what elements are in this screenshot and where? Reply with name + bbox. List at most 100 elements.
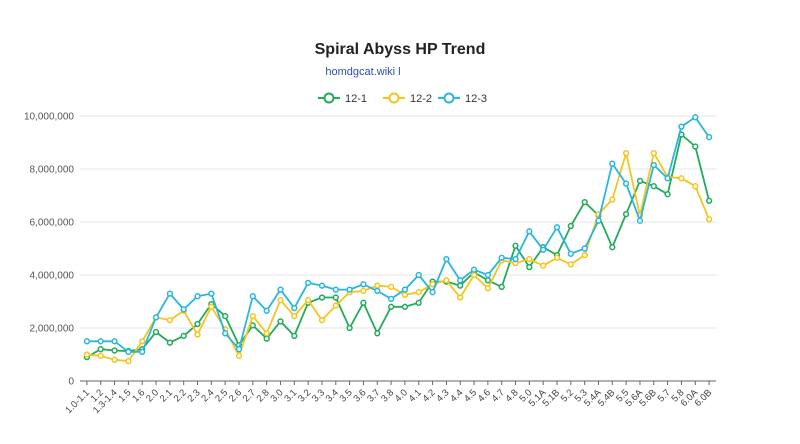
data-point [401, 303, 409, 310]
data-point [470, 266, 478, 273]
data-point [332, 294, 339, 301]
data-point [180, 332, 187, 340]
data-point [291, 304, 298, 312]
data-point [97, 338, 104, 345]
data-point [152, 314, 160, 321]
data-point [263, 307, 270, 314]
data-point [387, 295, 395, 303]
data-point [526, 255, 533, 263]
data-point [443, 277, 450, 284]
legend-marker [323, 92, 335, 104]
legend-item-12-1[interactable]: 12-1 [318, 92, 367, 105]
data-point [166, 339, 174, 346]
data-point [484, 285, 492, 292]
data-point [139, 348, 146, 356]
grid-lines [80, 115, 716, 329]
data-point [194, 331, 201, 338]
data-point [387, 283, 395, 291]
data-point [222, 330, 229, 337]
series-12-2 [83, 149, 713, 365]
data-point [180, 306, 187, 313]
y-tick-label: 0 [68, 377, 74, 388]
data-point [540, 262, 547, 269]
data-point [208, 303, 215, 310]
data-point [346, 324, 353, 332]
data-point [443, 255, 450, 263]
legend-item-12-3[interactable]: 12-3 [438, 92, 487, 105]
data-point [512, 255, 519, 263]
data-point [208, 290, 215, 297]
data-point [291, 332, 298, 340]
data-point [249, 322, 256, 329]
data-point [249, 312, 256, 320]
data-point [332, 286, 339, 293]
data-point [263, 335, 270, 342]
data-point [526, 263, 533, 271]
data-point [429, 289, 436, 296]
data-point [567, 250, 574, 257]
data-point [526, 228, 533, 235]
data-point [166, 316, 174, 324]
data-point [705, 216, 713, 223]
data-point [415, 289, 422, 296]
data-point [650, 149, 657, 157]
data-point [498, 254, 505, 261]
data-point [622, 149, 630, 157]
legend-item-12-2[interactable]: 12-2 [383, 92, 432, 105]
data-point [678, 175, 685, 182]
data-point [222, 312, 229, 320]
data-point [318, 282, 326, 289]
data-point [415, 299, 422, 306]
data-point [249, 293, 256, 300]
chart-title: Spiral Abyss HP Trend [315, 41, 486, 58]
data-point [83, 338, 91, 345]
y-tick-label: 8,000,000 [30, 165, 75, 176]
data-point [318, 316, 326, 324]
data-point [650, 183, 657, 190]
x-tick-label: 1.0-1.1 [63, 387, 92, 416]
y-tick-label: 2,000,000 [30, 324, 75, 335]
y-tick-label: 10,000,000 [24, 112, 74, 123]
data-point [484, 271, 492, 279]
data-point [291, 312, 298, 320]
data-point [609, 244, 616, 251]
data-point [553, 224, 561, 231]
data-point [277, 286, 284, 293]
data-point [194, 320, 201, 328]
data-point [332, 302, 339, 309]
data-point [609, 196, 616, 203]
series-12-3 [83, 114, 713, 356]
data-point [512, 242, 519, 249]
data-point [166, 290, 174, 297]
data-point [692, 114, 699, 121]
data-point [678, 123, 685, 130]
data-point [235, 352, 243, 359]
y-axis: 0 2,000,000 4,000,000 6,000,000 8,000,000 10,… [24, 112, 75, 388]
legend-marker [388, 92, 400, 104]
series-line [86, 152, 710, 363]
legend-label: 12-3 [465, 93, 487, 105]
data-point [567, 261, 574, 268]
data-point [194, 293, 201, 300]
legend-label: 12-1 [345, 93, 367, 105]
data-point [581, 245, 588, 252]
data-point [111, 356, 118, 363]
data-point [498, 283, 505, 291]
data-point [567, 222, 574, 230]
data-point [125, 357, 132, 365]
data-point [374, 330, 381, 337]
data-point [636, 177, 644, 185]
data-point [609, 160, 616, 167]
data-point [705, 134, 713, 141]
data-point [484, 277, 492, 284]
data-point [263, 330, 270, 337]
data-point [304, 297, 312, 304]
data-point [387, 303, 395, 310]
data-point [650, 161, 657, 169]
data-point [581, 198, 588, 206]
data-point [152, 328, 160, 336]
legend-label: 12-2 [410, 93, 432, 105]
data-point [304, 279, 312, 287]
data-point [346, 286, 353, 293]
